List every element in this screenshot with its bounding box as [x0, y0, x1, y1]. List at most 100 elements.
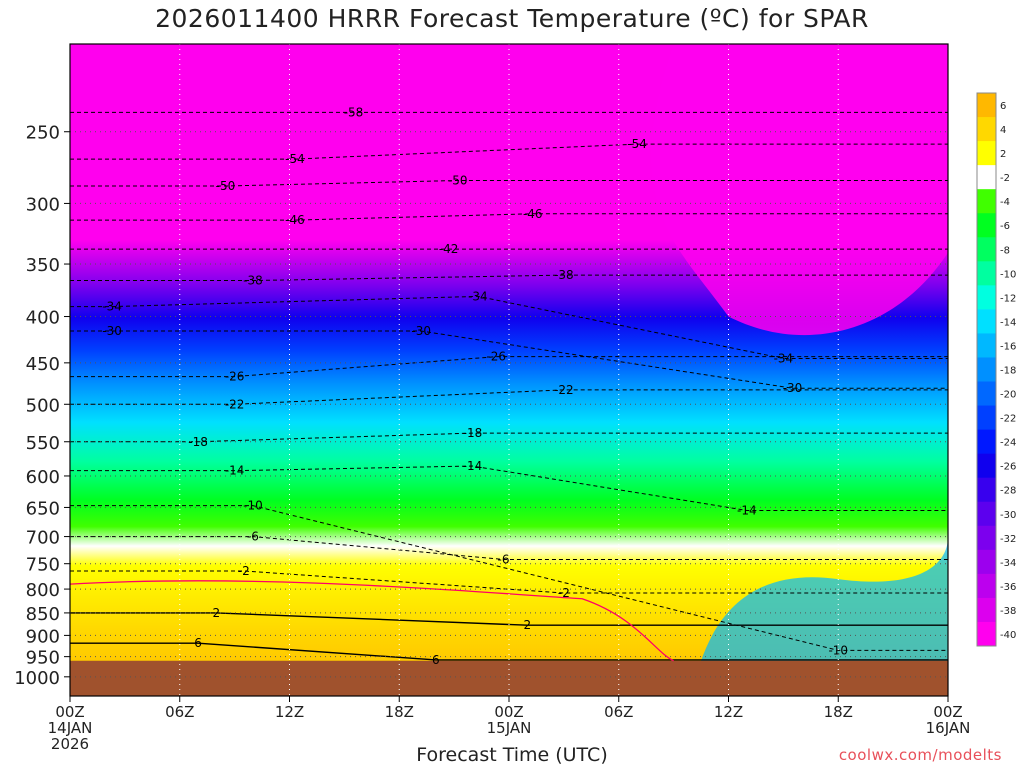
contour-label--54: -54	[627, 137, 647, 151]
colorbar-label-20: -36	[1000, 582, 1016, 593]
colorbar-label-6: -8	[1000, 245, 1010, 256]
x-tick-date-24: 15JAN	[487, 719, 532, 737]
contour-label--30: -30	[411, 324, 431, 338]
contour-line--26	[70, 356, 948, 378]
colorbar-swatch-2	[977, 141, 996, 166]
contour-label--26: -26	[486, 350, 506, 364]
contour-line--22	[70, 389, 948, 405]
y-tick-label-700: 700	[26, 528, 60, 549]
contour-label--46: -46	[285, 213, 305, 227]
colorbar-label-5: -6	[1000, 221, 1010, 232]
colorbar-label-9: -14	[1000, 317, 1016, 328]
y-tick-label-400: 400	[26, 308, 60, 329]
cold-pool-region	[650, 44, 948, 336]
y-tick-label-850: 850	[26, 604, 60, 625]
y-tick-label-450: 450	[26, 354, 60, 375]
contour-label--34: -34	[102, 300, 122, 314]
cool-tongue-region	[691, 536, 948, 696]
colorbar-swatch-9	[977, 309, 996, 334]
colorbar-label-1: 4	[1000, 125, 1006, 136]
colorbar-label-22: -40	[1000, 630, 1016, 641]
contour-label--22: -22	[554, 383, 574, 397]
colorbar-swatch-16	[977, 477, 996, 503]
contour-label--30: -30	[102, 324, 122, 338]
contour-label--34: -34	[774, 351, 794, 365]
colorbar-label-8: -12	[1000, 293, 1016, 304]
colorbar-swatch-22	[977, 621, 996, 647]
contour-label-2: 2	[523, 618, 531, 632]
colorbar-frame	[976, 92, 997, 647]
colorbar-swatch-0	[977, 93, 996, 118]
contour-label--6: -6	[498, 552, 510, 566]
contour-label-2: 2	[213, 606, 221, 620]
colorbar-label-0: 6	[1000, 101, 1006, 112]
colorbar-label-18: -32	[1000, 534, 1016, 545]
y-tick-label-950: 950	[26, 648, 60, 669]
contour-label--54: -54	[285, 152, 305, 166]
contour-line--34	[70, 295, 948, 359]
colorbar-label-12: -20	[1000, 390, 1016, 401]
contour-lines	[69, 111, 948, 662]
y-tick-label-550: 550	[26, 433, 60, 454]
colorbar-swatch-4	[977, 189, 996, 214]
contour-label--50: -50	[448, 173, 468, 187]
x-tick-label-12: 12Z	[275, 703, 304, 721]
y-tick-label-900: 900	[26, 626, 60, 647]
chart-title: 2026011400 HRRR Forecast Temperature (ºC…	[155, 4, 869, 33]
x-tick-date-0: 14JAN	[48, 719, 93, 737]
x-tick-label-18: 18Z	[385, 703, 414, 721]
contour-label--2: -2	[558, 586, 570, 600]
colorbar-swatch-17	[977, 501, 996, 527]
y-tick-label-500: 500	[26, 395, 60, 416]
x-tick-label-6: 06Z	[165, 703, 194, 721]
colorbar-label-10: -16	[1000, 341, 1016, 352]
colorbar-swatch-19	[977, 549, 996, 575]
contour-label--2: -2	[238, 564, 250, 578]
contour-label--58: -58	[344, 105, 364, 119]
y-tick-label-1000: 1000	[14, 668, 60, 689]
x-axis-title: Forecast Time (UTC)	[416, 744, 608, 766]
colorbar: 6 4 2 -2 -4 -6 -8 -10 -12 -14 -16 -18 -20 -22 -24 -26 -2…	[976, 92, 1016, 647]
contour-label--14: -14	[737, 503, 757, 517]
y-tick-label-350: 350	[26, 255, 60, 276]
contour-line--46	[70, 213, 948, 221]
contour-line--54	[70, 143, 948, 160]
contour-label--14: -14	[463, 459, 483, 473]
contour-label-6: 6	[194, 636, 202, 650]
freezing-isotherm	[69, 580, 674, 662]
x-tick-label-0: 00Z	[55, 703, 84, 721]
contour-label--10: -10	[243, 499, 263, 513]
contour-line--2	[70, 570, 948, 594]
x-tick-date-48: 16JAN	[926, 719, 971, 737]
y-tick-label-300: 300	[26, 194, 60, 215]
contour-label-6: 6	[432, 653, 440, 667]
colorbar-swatch-20	[977, 573, 996, 599]
contour-line--18	[70, 432, 948, 443]
x-tick-label-24: 00Z	[494, 703, 523, 721]
contour-label--26: -26	[225, 370, 245, 384]
colorbar-swatch-14	[977, 429, 996, 455]
axes: 2503003504004505005506006507007508008509…	[14, 43, 971, 753]
x-tick-label-48: 00Z	[933, 703, 962, 721]
contour-line--6	[70, 536, 948, 560]
contour-label--10: -10	[828, 643, 848, 657]
contour-label--6: -6	[247, 530, 259, 544]
y-tick-label-800: 800	[26, 580, 60, 601]
x-tick-label-36: 12Z	[714, 703, 743, 721]
ground-terrain	[70, 660, 948, 696]
contour-label--22: -22	[225, 397, 245, 411]
colorbar-label-14: -24	[1000, 438, 1016, 449]
colorbar-label-21: -38	[1000, 606, 1016, 617]
contour-label--18: -18	[188, 435, 208, 449]
colorbar-swatch-12	[977, 381, 996, 407]
contour-labels: -58 -54 -54 -50 -50 -46 -46 -42 -38 -38 -34 -34 -34 -…	[102, 105, 848, 667]
contour-label--34: -34	[468, 289, 488, 303]
colorbar-label-16: -28	[1000, 486, 1016, 497]
contour-line--38	[70, 274, 948, 282]
y-tick-label-250: 250	[26, 123, 60, 144]
contour-line-6	[70, 642, 948, 661]
colorbar-swatch-8	[977, 285, 996, 310]
colorbar-label-3: -2	[1000, 173, 1010, 184]
x-tick-year-0: 2026	[51, 735, 89, 753]
contour-label--38: -38	[554, 268, 574, 282]
